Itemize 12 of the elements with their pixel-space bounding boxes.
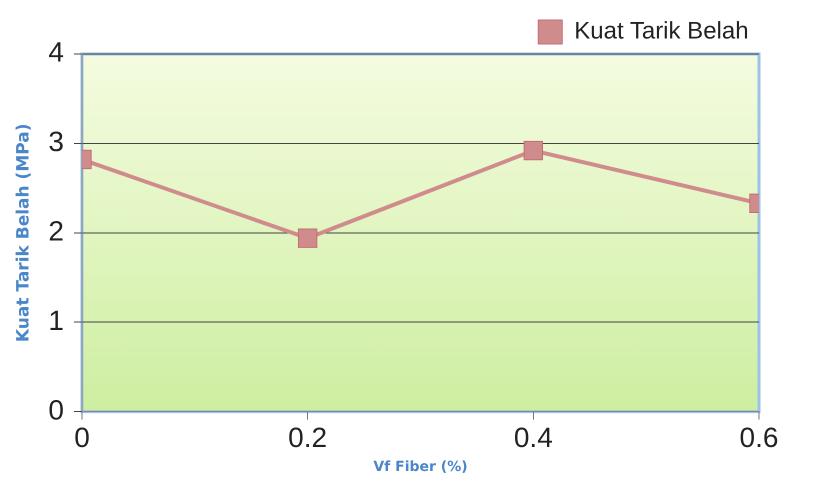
- x-tick-label: 0.4: [514, 422, 553, 454]
- x-tick-label: 0.2: [288, 422, 328, 454]
- x-axis-title: Vf Fiber (%): [373, 459, 468, 476]
- x-tick-label: 0.6: [740, 422, 778, 454]
- legend-label: Kuat Tarik Belah: [574, 18, 749, 45]
- y-tick-label: 2: [48, 216, 64, 247]
- y-tick-label: 4: [48, 36, 64, 68]
- y-tick-label: 1: [48, 304, 64, 336]
- y-axis-title: Kuat Tarik Belah (MPa): [14, 124, 34, 342]
- y-tick-label: 0: [48, 394, 64, 426]
- x-tick-label: 0: [74, 422, 90, 454]
- y-tick-label: 3: [48, 126, 64, 158]
